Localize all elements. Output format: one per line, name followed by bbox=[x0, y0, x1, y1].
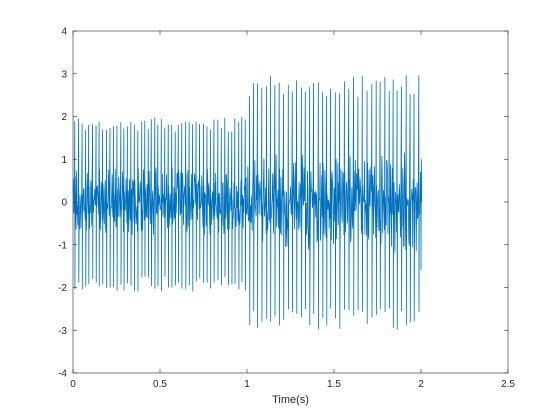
x-tick-label: 2.5 bbox=[501, 379, 515, 390]
x-tick-label: 2 bbox=[418, 379, 424, 390]
y-tick-label: -3 bbox=[58, 326, 67, 337]
y-tick-label: 4 bbox=[61, 27, 67, 38]
signal-series-line bbox=[72, 75, 423, 330]
x-tick-label: 1 bbox=[244, 379, 250, 390]
x-tick-label: 0 bbox=[70, 379, 76, 390]
x-tick-label: 1.5 bbox=[327, 379, 341, 390]
y-tick-label: 3 bbox=[61, 69, 67, 80]
y-axis-ticks: -4 -3 -2 -1 0 1 2 3 4 bbox=[58, 27, 508, 380]
x-tick-label: 0.5 bbox=[153, 379, 167, 390]
y-tick-label: -4 bbox=[58, 369, 67, 380]
y-tick-label: -2 bbox=[58, 283, 67, 294]
y-tick-label: 0 bbox=[61, 198, 67, 209]
y-tick-label: 2 bbox=[61, 112, 67, 123]
y-tick-label: -1 bbox=[58, 240, 67, 251]
x-axis-label: Time(s) bbox=[272, 394, 309, 406]
x-axis-ticks: 0 0.5 1 1.5 2 2.5 bbox=[70, 31, 515, 390]
signal-layer bbox=[72, 75, 423, 330]
y-tick-label: 1 bbox=[61, 155, 67, 166]
